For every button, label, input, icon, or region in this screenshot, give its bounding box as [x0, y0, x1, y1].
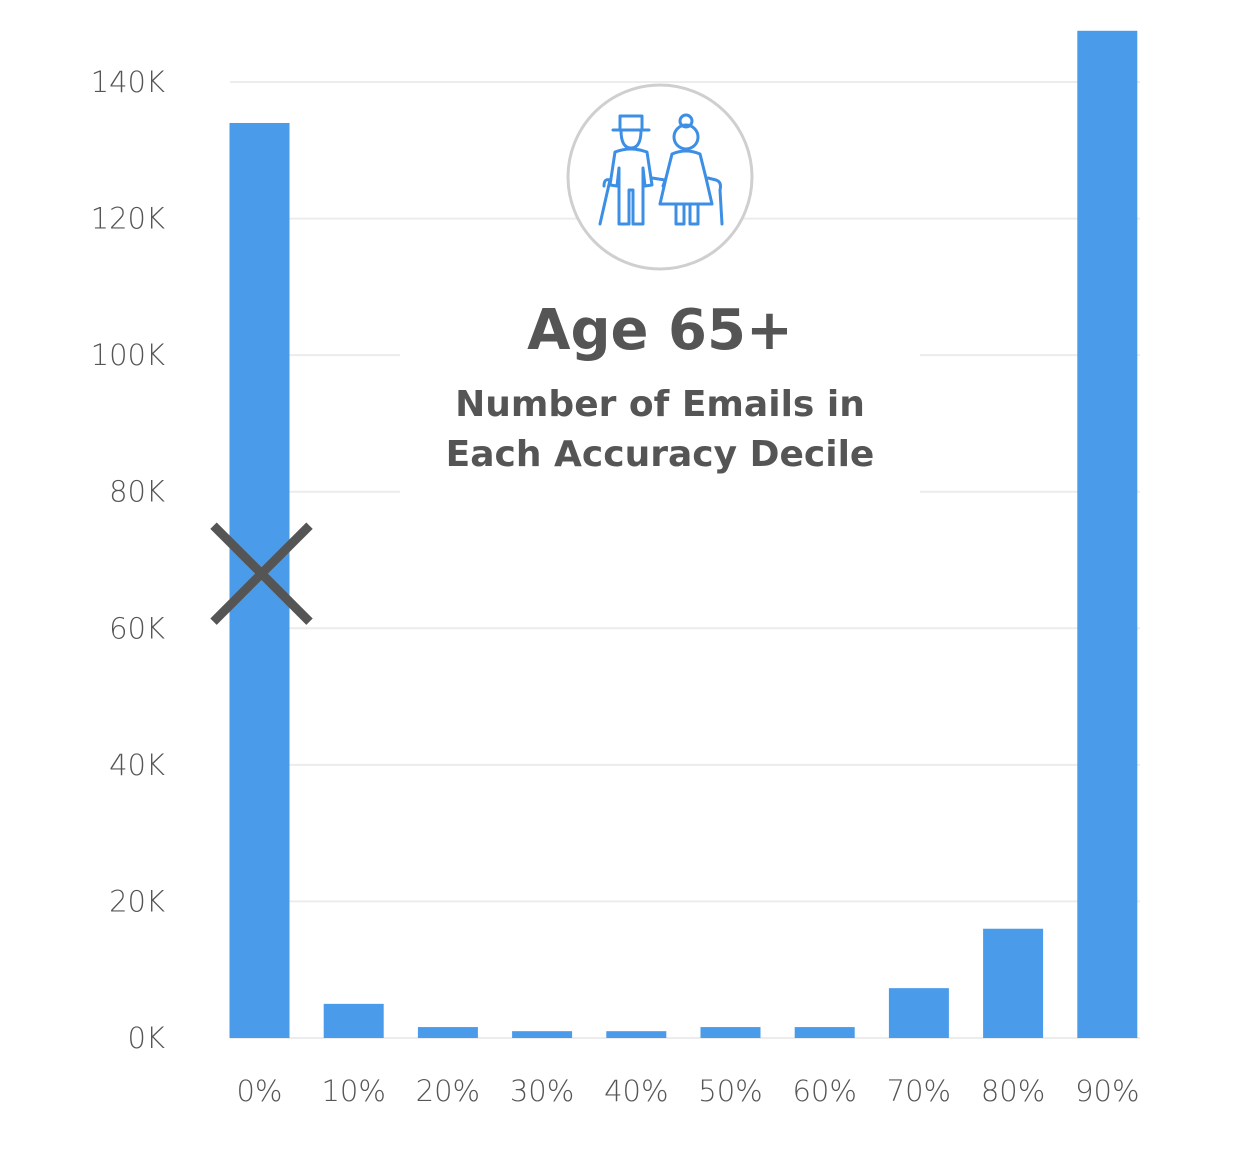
- bar: [323, 1003, 384, 1038]
- x-marker: [210, 522, 313, 625]
- x-tick-label: 40%: [604, 1074, 668, 1108]
- y-tick-label: 60K: [109, 611, 165, 645]
- title-backdrop: [400, 290, 920, 500]
- chart-subtitle-line-2: Each Accuracy Decile: [446, 434, 875, 475]
- x-tick-label: 30%: [510, 1074, 574, 1108]
- x-tick-label: 70%: [887, 1074, 951, 1108]
- chart-title: Age 65+: [527, 298, 793, 363]
- x-tick-label: 20%: [416, 1074, 480, 1108]
- x-tick-label: 60%: [792, 1074, 856, 1108]
- y-tick-label: 120K: [91, 202, 165, 236]
- bar: [794, 1027, 855, 1038]
- bar: [983, 928, 1044, 1038]
- x-axis-ticks: 0% 10% 20% 30% 40% 50% 60% 70% 80% 90%: [236, 1074, 1139, 1108]
- bar: [1077, 30, 1138, 1039]
- elderly-couple-icon: [566, 83, 754, 271]
- y-tick-label: 80K: [109, 475, 165, 509]
- y-tick-label: 40K: [109, 748, 165, 782]
- chart-subtitle-line-1: Number of Emails in: [455, 384, 865, 425]
- y-tick-label: 20K: [109, 884, 165, 918]
- bar: [700, 1027, 761, 1038]
- bar: [888, 988, 949, 1038]
- y-tick-label: 0K: [128, 1021, 165, 1055]
- bar: [512, 1031, 573, 1038]
- y-tick-label: 100K: [91, 338, 165, 372]
- x-tick-label: 0%: [236, 1074, 282, 1108]
- x-tick-label: 10%: [321, 1074, 385, 1108]
- x-tick-label: 80%: [981, 1074, 1045, 1108]
- bars: [229, 30, 1138, 1039]
- x-marker-stroke: [210, 522, 313, 625]
- x-tick-label: 90%: [1075, 1074, 1139, 1108]
- y-tick-label: 140K: [91, 65, 165, 99]
- bar: [417, 1027, 478, 1038]
- bar: [606, 1031, 667, 1038]
- y-axis-ticks: 0K 20K 40K 60K 80K 100K 120K 140K: [91, 65, 165, 1055]
- x-tick-label: 50%: [698, 1074, 762, 1108]
